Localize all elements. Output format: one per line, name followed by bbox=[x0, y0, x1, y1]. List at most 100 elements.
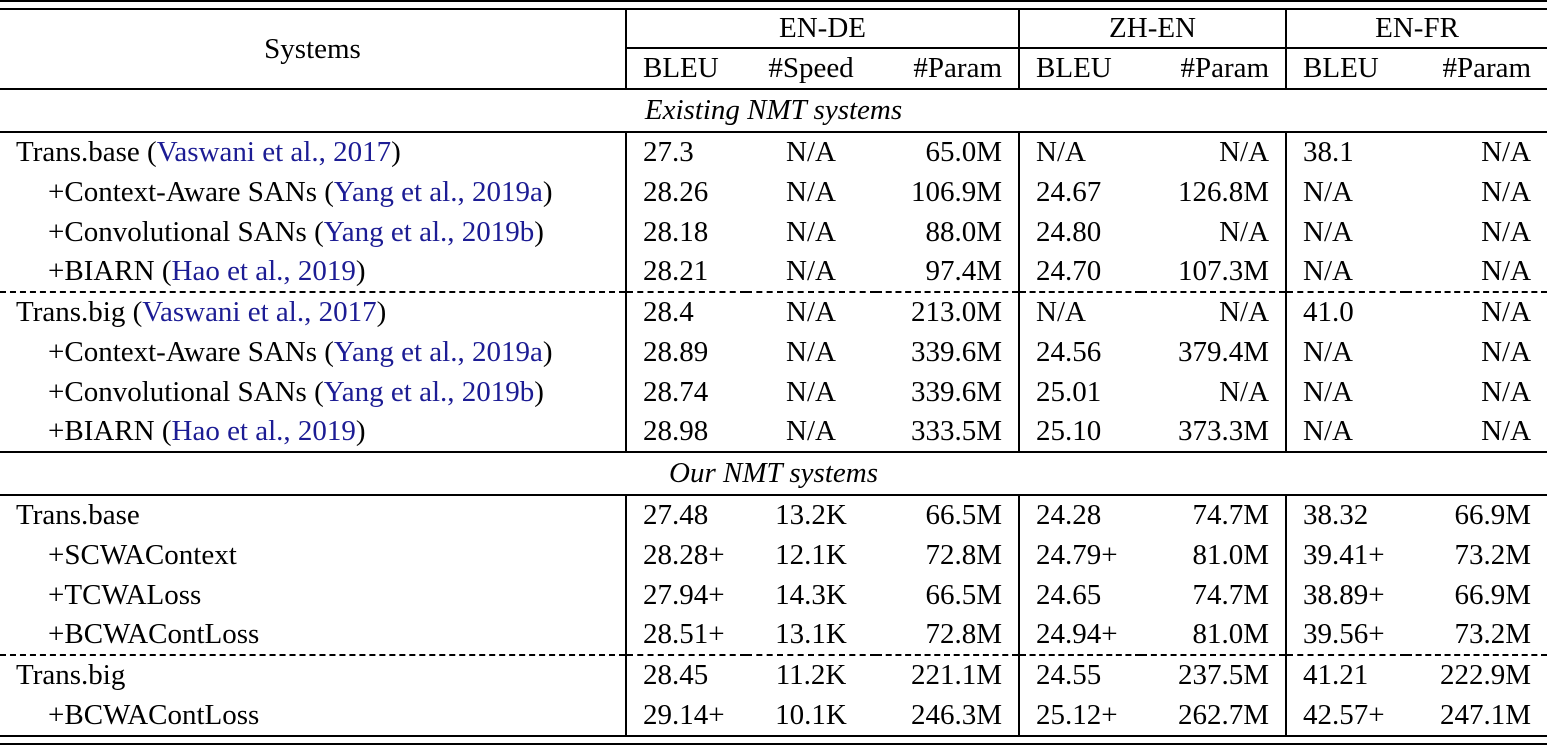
cell-ende-speed: 14.3K bbox=[775, 578, 847, 611]
cell-ende-bleu: 27.3 bbox=[625, 132, 746, 172]
citation-link[interactable]: Yang et al., 2019b bbox=[323, 215, 535, 248]
cell-ende-bleu: 28.98 bbox=[625, 412, 746, 452]
cell-zhen-param: 107.3M bbox=[1177, 255, 1270, 287]
col-header-systems: Systems bbox=[264, 32, 361, 65]
cell-ende-speed: N/A bbox=[746, 291, 876, 332]
system-name: +BCWAContLoss bbox=[48, 618, 260, 650]
cell-ende-param: 72.8M bbox=[925, 538, 1003, 571]
cell-enfr-param: 222.9M bbox=[1406, 654, 1547, 695]
col-header-zhen-param: #Param bbox=[1180, 52, 1270, 84]
cell-ende-param: 221.1M bbox=[876, 654, 1020, 695]
cell-zhen-param: N/A bbox=[1219, 136, 1270, 168]
cell-enfr-bleu: 42.57+ bbox=[1285, 695, 1407, 735]
cell-zhen-bleu: 24.94+ bbox=[1018, 615, 1142, 655]
cell-enfr-bleu: 39.41+ bbox=[1285, 535, 1407, 575]
system-label-cell: +BCWAContLoss bbox=[0, 615, 626, 655]
cell-ende-param: 88.0M bbox=[925, 215, 1003, 248]
cell-zhen-bleu: 24.28 bbox=[1018, 495, 1142, 535]
cell-ende-bleu: 28.26 bbox=[625, 172, 746, 212]
cell-enfr-param: 66.9M bbox=[1454, 578, 1532, 611]
system-name: +TCWALoss bbox=[48, 578, 202, 611]
cell-ende-bleu: 28.18 bbox=[625, 212, 746, 252]
table-row: +TCWALoss 27.94+ 14.3K 66.5M 24.65 74.7M… bbox=[0, 575, 1547, 615]
cell-zhen-bleu: 24.56 bbox=[1018, 332, 1142, 372]
cell-ende-bleu: 28.45 bbox=[625, 654, 746, 695]
cell-enfr-bleu: N/A bbox=[1285, 252, 1407, 292]
system-name: Trans.base ( bbox=[16, 136, 157, 168]
system-label-cell: Trans.base bbox=[0, 495, 626, 535]
cell-enfr-param: 73.2M bbox=[1454, 538, 1532, 571]
cell-enfr-param: N/A bbox=[1481, 215, 1532, 248]
table-row: +Context-Aware SANs (Yang et al., 2019a)… bbox=[0, 172, 1547, 212]
cell-ende-param: 65.0M bbox=[925, 136, 1003, 168]
cell-enfr-bleu: 39.56+ bbox=[1285, 615, 1407, 655]
cell-enfr-param: N/A bbox=[1481, 335, 1532, 368]
col-header-ende-speed: #Speed bbox=[768, 52, 854, 84]
system-label-cell: +TCWALoss bbox=[0, 575, 626, 615]
cell-ende-speed: 13.1K bbox=[775, 618, 847, 650]
cell-ende-speed: N/A bbox=[786, 335, 836, 368]
section-title: Our NMT systems bbox=[0, 451, 1547, 496]
cell-ende-bleu: 28.89 bbox=[625, 332, 746, 372]
cell-ende-bleu: 28.74 bbox=[625, 372, 746, 412]
table-row: Trans.big 28.45 11.2K 221.1M 24.55 237.5… bbox=[0, 654, 1547, 695]
citation-link[interactable]: Yang et al., 2019a bbox=[333, 175, 543, 208]
table-bottom-double-rule bbox=[0, 735, 1547, 745]
table-top-double-rule bbox=[0, 0, 1547, 10]
table-header-sub-row: BLEU #Speed #Param BLEU #Param BLEU #Par… bbox=[0, 48, 1547, 89]
table-row: +Context-Aware SANs (Yang et al., 2019a)… bbox=[0, 332, 1547, 372]
system-name-suffix: ) bbox=[534, 215, 544, 248]
system-name-suffix: ) bbox=[542, 335, 553, 368]
col-header-enfr-bleu: BLEU bbox=[1285, 48, 1407, 89]
cell-zhen-bleu: 25.10 bbox=[1018, 412, 1142, 452]
cell-ende-param: 339.6M bbox=[910, 375, 1003, 408]
cell-ende-param: 213.0M bbox=[876, 291, 1020, 332]
system-label-cell: +Context-Aware SANs (Yang et al., 2019a) bbox=[0, 172, 626, 212]
citation-link[interactable]: Vaswani et al., 2017 bbox=[156, 136, 392, 168]
cell-ende-bleu: 28.4 bbox=[625, 291, 746, 332]
cell-zhen-bleu: N/A bbox=[1018, 132, 1142, 172]
system-label-cell: Trans.big bbox=[0, 654, 626, 695]
table-row: +SCWAContext 28.28+ 12.1K 72.8M 24.79+ 8… bbox=[0, 535, 1547, 575]
cell-zhen-param: 74.7M bbox=[1192, 578, 1270, 611]
citation-link[interactable]: Vaswani et al., 2017 bbox=[142, 296, 377, 328]
system-label-cell: +BIARN (Hao et al., 2019) bbox=[0, 252, 626, 292]
citation-link[interactable]: Yang et al., 2019a bbox=[333, 335, 543, 368]
system-name: +Convolutional SANs ( bbox=[48, 215, 324, 248]
cell-ende-bleu: 28.51+ bbox=[625, 615, 746, 655]
citation-link[interactable]: Hao et al., 2019 bbox=[171, 255, 356, 287]
cell-enfr-bleu: 41.21 bbox=[1285, 654, 1407, 695]
cell-enfr-bleu: 38.89+ bbox=[1285, 575, 1407, 615]
system-name: Trans.base bbox=[16, 499, 140, 531]
system-name-suffix: ) bbox=[542, 175, 553, 208]
table-row: +Convolutional SANs (Yang et al., 2019b)… bbox=[0, 212, 1547, 252]
system-name: +BCWAContLoss bbox=[48, 698, 260, 731]
cell-enfr-param: 66.9M bbox=[1454, 499, 1532, 531]
system-label-cell: +Context-Aware SANs (Yang et al., 2019a) bbox=[0, 332, 626, 372]
cell-zhen-bleu: 25.01 bbox=[1018, 372, 1142, 412]
cell-zhen-param: 81.0M bbox=[1192, 618, 1270, 650]
system-name-suffix: ) bbox=[376, 296, 387, 328]
cell-enfr-bleu: 38.32 bbox=[1285, 495, 1407, 535]
cell-ende-speed: 13.2K bbox=[775, 499, 847, 531]
system-name: +Context-Aware SANs ( bbox=[48, 175, 334, 208]
cell-ende-param: 339.6M bbox=[910, 335, 1003, 368]
cell-ende-param: 246.3M bbox=[910, 698, 1003, 731]
citation-link[interactable]: Hao et al., 2019 bbox=[171, 415, 356, 447]
nmt-results-table: Systems EN-DE ZH-EN EN-FR BLEU #Speed #P… bbox=[0, 10, 1547, 735]
cell-enfr-param: 247.1M bbox=[1440, 698, 1532, 731]
system-name: +BIARN ( bbox=[48, 415, 172, 447]
cell-ende-speed: N/A bbox=[786, 136, 836, 168]
system-name: +Convolutional SANs ( bbox=[48, 375, 324, 408]
section-header-existing: Existing NMT systems bbox=[0, 88, 1547, 133]
cell-ende-bleu: 27.48 bbox=[625, 495, 746, 535]
cell-enfr-param: N/A bbox=[1481, 415, 1532, 447]
system-name: Trans.big bbox=[16, 659, 126, 691]
section-title: Existing NMT systems bbox=[0, 88, 1547, 133]
cell-enfr-param: N/A bbox=[1481, 175, 1532, 208]
group-header-en-de: EN-DE bbox=[624, 10, 1020, 49]
cell-zhen-bleu: 24.55 bbox=[1018, 654, 1142, 695]
citation-link[interactable]: Yang et al., 2019b bbox=[323, 375, 535, 408]
cell-ende-param: 106.9M bbox=[910, 175, 1003, 208]
group-header-zh-en: ZH-EN bbox=[1018, 10, 1287, 49]
